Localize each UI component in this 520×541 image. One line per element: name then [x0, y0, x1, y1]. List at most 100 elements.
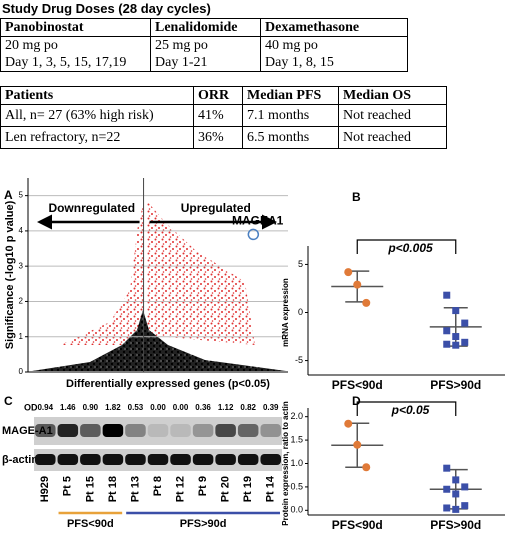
y-tick-label: 0.5: [290, 481, 303, 491]
point: [461, 483, 469, 491]
header-cell: Lenalidomide: [150, 18, 261, 37]
lane-label: Pt 20: [220, 476, 232, 502]
cell: 40 mg po Day 1, 8, 15: [260, 36, 408, 72]
cell: Not reached: [338, 126, 447, 149]
od-value: 0.94: [37, 403, 53, 412]
mage-band: [170, 424, 191, 437]
od-value: 0.53: [128, 403, 144, 412]
lane-label: Pt 19: [242, 476, 254, 502]
figure-title: Study Drug Doses (28 day cycles): [2, 1, 211, 16]
od-value: 0.00: [173, 403, 189, 412]
volcano-cloud: [32, 200, 286, 371]
mage-band: [102, 424, 124, 437]
lane-label: Pt 15: [84, 476, 96, 502]
mage-band: [35, 424, 56, 437]
point: [461, 338, 469, 346]
panel-label: B: [352, 190, 361, 204]
y-axis-label: mRNA expression: [281, 278, 290, 347]
x-axis-label: Differentially expressed genes (p<0.05): [66, 378, 270, 390]
y-tick-label: 5: [298, 259, 303, 269]
y-tick-label: 1.0: [290, 458, 303, 468]
od-value: 0.00: [150, 403, 166, 412]
point: [452, 476, 460, 484]
panel-label: D: [352, 394, 361, 408]
header-cell: ORR: [193, 86, 243, 105]
actin-band: [192, 454, 214, 465]
outcome-table: Patients ORR Median PFS Median OS All, n= 2…: [0, 86, 447, 149]
panel-label: A: [4, 188, 13, 202]
y-tick-label: 0: [298, 307, 303, 317]
mage-band: [125, 424, 146, 437]
significance-bracket: [356, 401, 457, 416]
mage-band: [237, 424, 259, 437]
point: [452, 341, 460, 349]
point: [443, 327, 451, 335]
y-axis-label: Protein expression, ratio to actin: [281, 401, 290, 526]
y-tick-label: 1.5: [290, 434, 303, 444]
point: [452, 490, 460, 498]
lane-label: Pt 5: [62, 476, 74, 496]
drug-table: Panobinostat Lenalidomide Dexamethasone 20…: [0, 18, 408, 72]
x-tick-label: PFS>90d: [430, 518, 481, 532]
y-tick-label: 3: [19, 261, 24, 270]
lane-label: H929: [39, 476, 51, 502]
y-tick-label: 2.0: [290, 411, 303, 421]
y-tick-label: 2: [19, 297, 24, 306]
point: [353, 440, 362, 449]
lane-label: Pt 14: [265, 475, 277, 502]
actin-band: [260, 454, 281, 465]
point: [344, 419, 353, 428]
cell: All, n= 27 (63% high risk): [0, 104, 194, 127]
lane-label: Pt 9: [197, 476, 209, 496]
cell-line: 40 mg po: [265, 38, 318, 53]
mage-band: [260, 424, 281, 437]
od-value: 1.46: [60, 403, 76, 412]
cell-line: Day 1, 3, 5, 15, 17,19: [5, 55, 127, 70]
header-cell: Median PFS: [242, 86, 339, 105]
actin-band: [35, 454, 56, 465]
od-value: 0.39: [263, 403, 279, 412]
od-label: OD: [24, 402, 38, 412]
cell: 20 mg po Day 1, 3, 5, 15, 17,19: [0, 36, 151, 72]
point: [443, 504, 451, 512]
point: [344, 268, 353, 277]
lane-label: Pt 12: [174, 476, 186, 502]
actin-band: [215, 454, 236, 465]
point: [452, 333, 460, 341]
y-tick-label: 1: [19, 332, 24, 341]
actin-band: [57, 454, 79, 465]
mage-band: [57, 424, 79, 437]
cell-line: Day 1-21: [155, 55, 208, 70]
annotation: Downregulated: [48, 201, 135, 215]
cell: 36%: [193, 126, 243, 149]
point: [461, 502, 469, 510]
x-tick-label: PFS<90d: [332, 378, 383, 392]
point: [452, 307, 460, 315]
actin-band: [102, 454, 124, 465]
actin-band: [170, 454, 191, 465]
row-label: β-actin: [2, 454, 38, 466]
cell: 25 mg po Day 1-21: [150, 36, 261, 72]
annotation: Upregulated: [181, 201, 251, 215]
highlight-point: [247, 228, 260, 241]
group-label: PFS<90d: [67, 518, 114, 530]
y-tick-label: -5: [295, 355, 303, 365]
y-tick-label: 5: [19, 191, 24, 200]
od-value: 1.12: [218, 403, 234, 412]
cell: Len refractory, n=22: [0, 126, 194, 149]
point: [362, 463, 371, 472]
od-value: 0.82: [240, 403, 256, 412]
cell-line: 25 mg po: [155, 38, 208, 53]
point: [443, 464, 451, 472]
point: [452, 505, 460, 513]
actin-band: [80, 454, 101, 465]
mage-band: [147, 424, 169, 437]
mage-band: [215, 424, 236, 437]
group-label: PFS>90d: [180, 518, 227, 530]
od-value: 1.82: [105, 403, 121, 412]
cell-line: Day 1, 8, 15: [265, 55, 334, 70]
actin-band: [147, 454, 169, 465]
cell-line: 20 mg po: [5, 38, 58, 53]
